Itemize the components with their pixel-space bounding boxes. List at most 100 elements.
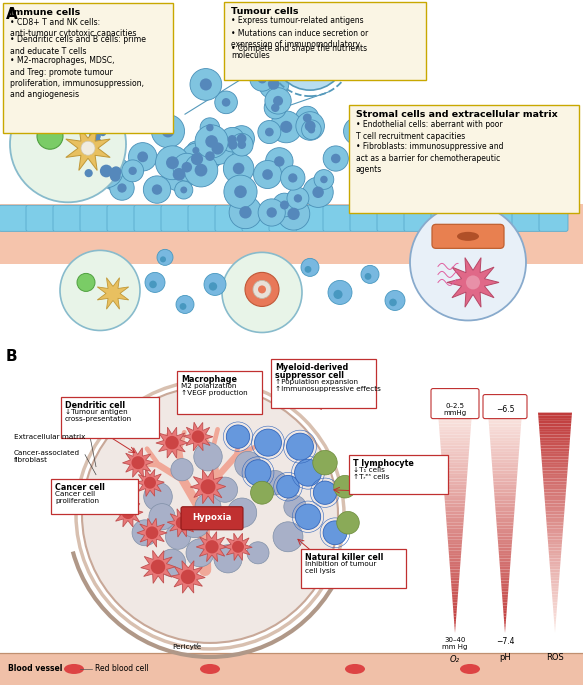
Polygon shape (441, 449, 469, 451)
Circle shape (352, 177, 373, 198)
Circle shape (284, 495, 306, 518)
Text: T lymphocyte: T lymphocyte (353, 459, 414, 468)
Text: Red blood cell: Red blood cell (95, 664, 149, 673)
Text: −6.5: −6.5 (496, 405, 514, 414)
Polygon shape (503, 608, 507, 611)
Circle shape (239, 206, 252, 219)
FancyBboxPatch shape (61, 397, 159, 438)
Polygon shape (449, 558, 461, 561)
Circle shape (163, 158, 196, 191)
Circle shape (206, 124, 213, 132)
Polygon shape (504, 619, 506, 622)
Circle shape (117, 184, 127, 192)
Circle shape (195, 494, 221, 520)
Circle shape (362, 125, 371, 134)
Circle shape (214, 545, 242, 573)
Polygon shape (447, 258, 499, 307)
Polygon shape (444, 484, 466, 487)
Polygon shape (448, 545, 462, 547)
Circle shape (223, 153, 254, 184)
Ellipse shape (200, 664, 220, 674)
Circle shape (112, 101, 143, 133)
Polygon shape (445, 498, 465, 501)
Circle shape (92, 100, 120, 128)
Polygon shape (502, 592, 508, 595)
Circle shape (161, 125, 174, 138)
Circle shape (93, 123, 112, 142)
Circle shape (331, 153, 340, 163)
Circle shape (304, 266, 311, 273)
Polygon shape (491, 449, 519, 451)
Polygon shape (494, 498, 515, 501)
FancyBboxPatch shape (53, 206, 82, 232)
Polygon shape (452, 600, 458, 603)
Circle shape (85, 169, 93, 177)
Polygon shape (448, 542, 462, 545)
Circle shape (149, 281, 157, 288)
Polygon shape (442, 462, 468, 465)
Circle shape (333, 475, 356, 498)
Polygon shape (554, 627, 556, 630)
Circle shape (184, 153, 218, 187)
Circle shape (265, 148, 293, 175)
Polygon shape (491, 457, 519, 460)
Circle shape (85, 130, 110, 155)
Polygon shape (554, 625, 556, 627)
Text: suppressor cell: suppressor cell (275, 371, 344, 379)
Circle shape (204, 273, 226, 295)
Polygon shape (494, 487, 517, 490)
Text: Immune cells: Immune cells (10, 8, 80, 17)
Polygon shape (452, 603, 457, 606)
Polygon shape (496, 514, 514, 517)
Circle shape (192, 430, 204, 443)
Polygon shape (504, 625, 505, 627)
Polygon shape (443, 482, 466, 484)
Polygon shape (490, 435, 520, 438)
Circle shape (277, 475, 299, 498)
Circle shape (320, 176, 328, 184)
Circle shape (195, 164, 208, 177)
Circle shape (287, 433, 314, 460)
Polygon shape (541, 454, 569, 457)
Polygon shape (446, 517, 464, 520)
Polygon shape (540, 446, 570, 449)
Polygon shape (554, 616, 556, 619)
Circle shape (258, 121, 281, 144)
Polygon shape (489, 426, 521, 429)
Circle shape (226, 425, 250, 448)
Polygon shape (492, 468, 518, 471)
Circle shape (323, 521, 347, 545)
Polygon shape (442, 465, 468, 468)
Polygon shape (546, 512, 564, 514)
FancyBboxPatch shape (350, 206, 379, 232)
Circle shape (205, 151, 215, 161)
Circle shape (247, 542, 269, 564)
Polygon shape (66, 126, 110, 171)
Polygon shape (453, 606, 457, 608)
Polygon shape (501, 589, 508, 592)
Polygon shape (504, 616, 506, 619)
FancyBboxPatch shape (177, 371, 262, 414)
Polygon shape (449, 564, 461, 566)
Circle shape (101, 108, 111, 119)
Polygon shape (497, 528, 513, 531)
Polygon shape (449, 556, 461, 558)
Polygon shape (503, 603, 507, 606)
Polygon shape (551, 578, 559, 581)
Polygon shape (550, 573, 560, 575)
Polygon shape (452, 589, 458, 592)
Polygon shape (499, 553, 511, 556)
Polygon shape (504, 614, 507, 616)
Circle shape (143, 482, 173, 511)
Circle shape (352, 126, 363, 136)
Polygon shape (541, 449, 569, 451)
Polygon shape (500, 573, 510, 575)
Polygon shape (552, 592, 558, 595)
Polygon shape (450, 566, 460, 570)
Circle shape (110, 176, 134, 200)
Polygon shape (544, 487, 566, 490)
Polygon shape (554, 622, 556, 625)
Polygon shape (549, 550, 561, 553)
Circle shape (254, 160, 282, 188)
Circle shape (343, 117, 371, 145)
